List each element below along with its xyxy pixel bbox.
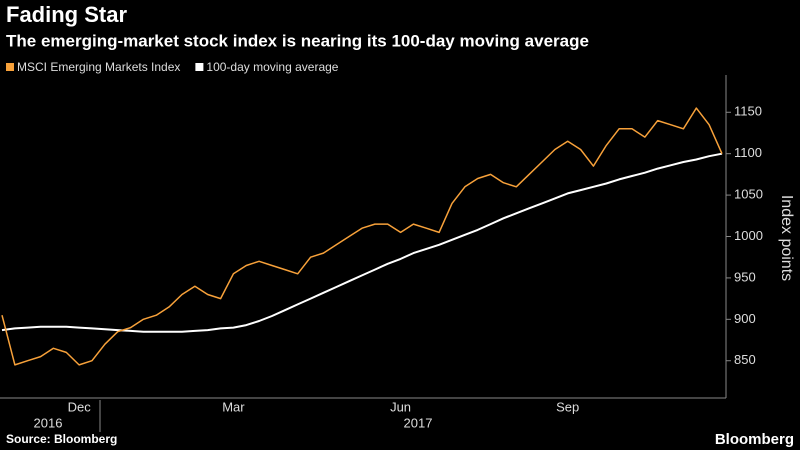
series-line [1, 152, 723, 333]
y-tick-label: 1150 [734, 104, 762, 119]
x-tick-label: Sep [556, 399, 579, 414]
y-tick-label: 1000 [734, 228, 763, 243]
y-tick-label: 900 [734, 311, 756, 326]
series-line [1, 107, 723, 366]
y-tick-label: 1100 [734, 145, 762, 160]
x-group-label: 2017 [404, 415, 433, 430]
legend-label: MSCI Emerging Markets Index [17, 60, 180, 74]
legend-swatch [195, 63, 204, 71]
chart-title: Fading Star [6, 2, 127, 27]
chart-subtitle: The emerging-market stock index is neari… [6, 31, 589, 50]
y-tick-label: 950 [734, 269, 756, 284]
source: Source: Bloomberg [6, 432, 117, 446]
x-tick-label: Mar [222, 399, 245, 414]
x-group-label: 2016 [34, 415, 63, 430]
x-tick-label: Dec [68, 399, 92, 414]
legend-swatch [6, 63, 14, 71]
y-tick-label: 850 [734, 352, 756, 367]
x-tick-label: Jun [390, 399, 411, 414]
legend-label: 100-day moving average [206, 60, 338, 74]
y-tick-label: 1050 [734, 187, 763, 202]
brand: Bloomberg [715, 431, 794, 448]
y-axis-label: Index points [778, 195, 795, 281]
